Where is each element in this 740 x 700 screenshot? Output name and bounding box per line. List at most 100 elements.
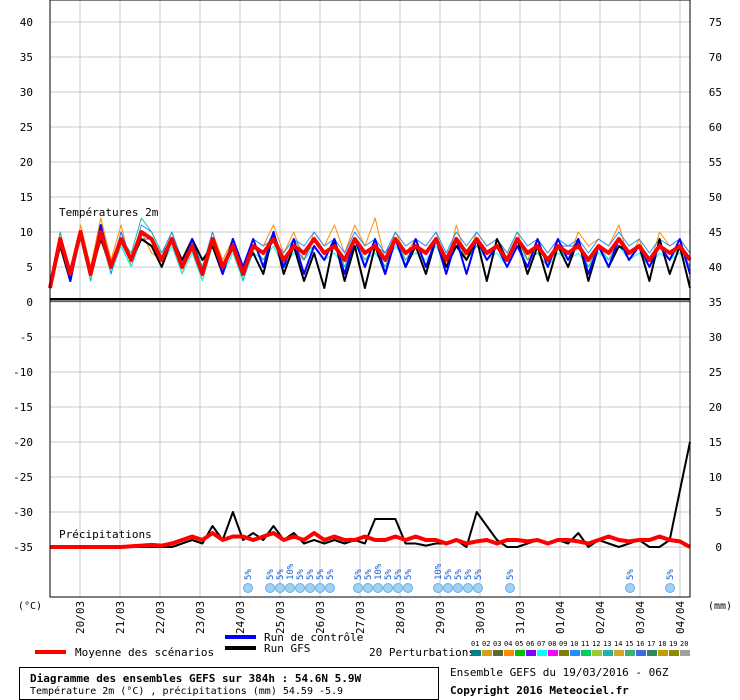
y-tick-label-right: 15: [709, 436, 722, 449]
y-tick-label-left: 30: [20, 86, 33, 99]
snow-probability-label: 5%: [384, 569, 394, 580]
snowflake-icon: [463, 583, 473, 593]
right-unit-label: (mm): [708, 601, 732, 612]
legend-perturbation-swatch: [680, 650, 690, 656]
plot-background: [50, 0, 690, 547]
snowflake-icon: [295, 583, 305, 593]
snow-probability-label: 5%: [266, 569, 276, 580]
run-info: Ensemble GEFS du 19/03/2016 - 06Z: [450, 666, 669, 679]
left-unit-label: (°C): [18, 601, 42, 612]
snow-probability-label: 5%: [306, 569, 316, 580]
x-tick-label: 24/03: [234, 601, 247, 634]
legend-perturbation-number: 16: [636, 640, 644, 648]
snow-probability-label: 5%: [326, 569, 336, 580]
y-tick-label-left: 40: [20, 16, 33, 29]
chart-legend: Moyenne des scénarios Run de contrôleRun …: [35, 631, 690, 659]
legend-perturbation-number: 17: [647, 640, 655, 648]
y-tick-label-left: 25: [20, 121, 33, 134]
snowflake-icon: [265, 583, 275, 593]
x-tick-label: 01/04: [554, 601, 567, 634]
x-tick-label: 03/04: [634, 601, 647, 634]
legend-perturbation-swatch: [669, 650, 679, 656]
snow-probability-label: 5%: [364, 569, 374, 580]
legend-perturbation-number: 15: [625, 640, 633, 648]
y-tick-label-right: 65: [709, 86, 722, 99]
legend-perturbation-swatch: [570, 650, 580, 656]
y-tick-label-left: -15: [13, 401, 33, 414]
legend-perturbation-swatch: [471, 650, 481, 656]
y-tick-label-left: 10: [20, 226, 33, 239]
y-tick-label-right: 55: [709, 156, 722, 169]
legend-perturbation-number: 14: [614, 640, 622, 648]
y-tick-label-left: 0: [26, 296, 33, 309]
legend-perturbation-number: 20: [680, 640, 688, 648]
legend-perturbation-swatch: [526, 650, 536, 656]
y-tick-label-left: 20: [20, 156, 33, 169]
snowflake-icon: [275, 583, 285, 593]
x-tick-label: 21/03: [114, 601, 127, 634]
snow-probability-label: 5%: [276, 569, 286, 580]
snowflake-icon: [625, 583, 635, 593]
snowflake-icon: [373, 583, 383, 593]
y-tick-label-right: 0: [715, 541, 722, 554]
legend-perturbation-number: 01: [471, 640, 479, 648]
snowflake-icon: [665, 583, 675, 593]
snowflake-icon: [473, 583, 483, 593]
legend-control-label: Run de contrôle: [264, 631, 363, 644]
precipitation-series: [50, 441, 691, 549]
legend-perturbation-number: 12: [592, 640, 600, 648]
y-tick-label-right: 30: [709, 331, 722, 344]
x-tick-label: 20/03: [74, 601, 87, 634]
legend-perturbation-number: 08: [548, 640, 556, 648]
legend-gfs-label: Run GFS: [264, 642, 310, 655]
x-tick-label: 26/03: [314, 601, 327, 634]
snowflake-icon: [403, 583, 413, 593]
x-tick-label: 31/03: [514, 601, 527, 634]
snowflake-icon: [505, 583, 515, 593]
x-tick-label: 04/04: [674, 601, 687, 634]
legend-perturbations-label: 20 Perturbations: [369, 646, 475, 659]
y-tick-label-right: 75: [709, 16, 722, 29]
snow-probability-label: 10%: [434, 563, 444, 580]
y-tick-label-right: 60: [709, 121, 722, 134]
snow-probability-label: 5%: [464, 569, 474, 580]
snow-probability-label: 5%: [354, 569, 364, 580]
snow-probability-label: 5%: [394, 569, 404, 580]
snow-probability-label: 5%: [404, 569, 414, 580]
snowflake-icon: [353, 583, 363, 593]
snowflake-icon: [363, 583, 373, 593]
snowflake-icon: [305, 583, 315, 593]
temperature-mean-line: [48, 230, 692, 289]
snowflake-icon: [433, 583, 443, 593]
legend-perturbation-swatch: [537, 650, 547, 656]
snow-probability-label: 5%: [506, 569, 516, 580]
snowflake-icon: [393, 583, 403, 593]
y-tick-label-left: -20: [13, 436, 33, 449]
snow-probability-label: 10%: [374, 563, 384, 580]
legend-perturbation-swatch: [647, 650, 657, 656]
y-tick-label-left: -5: [20, 331, 33, 344]
temperature-panel-label: Températures 2m: [59, 206, 159, 219]
snowflake-icon: [453, 583, 463, 593]
x-tick-label: 02/04: [594, 601, 607, 634]
legend-perturbation-number: 19: [669, 640, 677, 648]
legend-mean-label: Moyenne des scénarios: [75, 646, 214, 659]
chart-subtitle: Température 2m (°C) , précipitations (mm…: [30, 686, 344, 697]
snow-probability-label: 5%: [454, 569, 464, 580]
legend-perturbation-number: 13: [603, 640, 611, 648]
x-tick-label: 27/03: [354, 601, 367, 634]
legend-perturbation-swatch: [658, 650, 668, 656]
y-tick-label-right: 70: [709, 51, 722, 64]
y-tick-label-left: 15: [20, 191, 33, 204]
copyright: Copyright 2016 Meteociel.fr: [450, 684, 629, 697]
legend-perturbation-number: 05: [515, 640, 523, 648]
y-tick-label-left: -25: [13, 471, 33, 484]
legend-perturbation-swatch: [504, 650, 514, 656]
temperature-series: [48, 217, 692, 289]
precipitation-panel-label: Précipitations: [59, 528, 152, 541]
legend-perturbation-number: 10: [570, 640, 578, 648]
legend-perturbation-swatch: [603, 650, 613, 656]
snow-probability-label: 5%: [244, 569, 254, 580]
snow-probability-label: 5%: [296, 569, 306, 580]
